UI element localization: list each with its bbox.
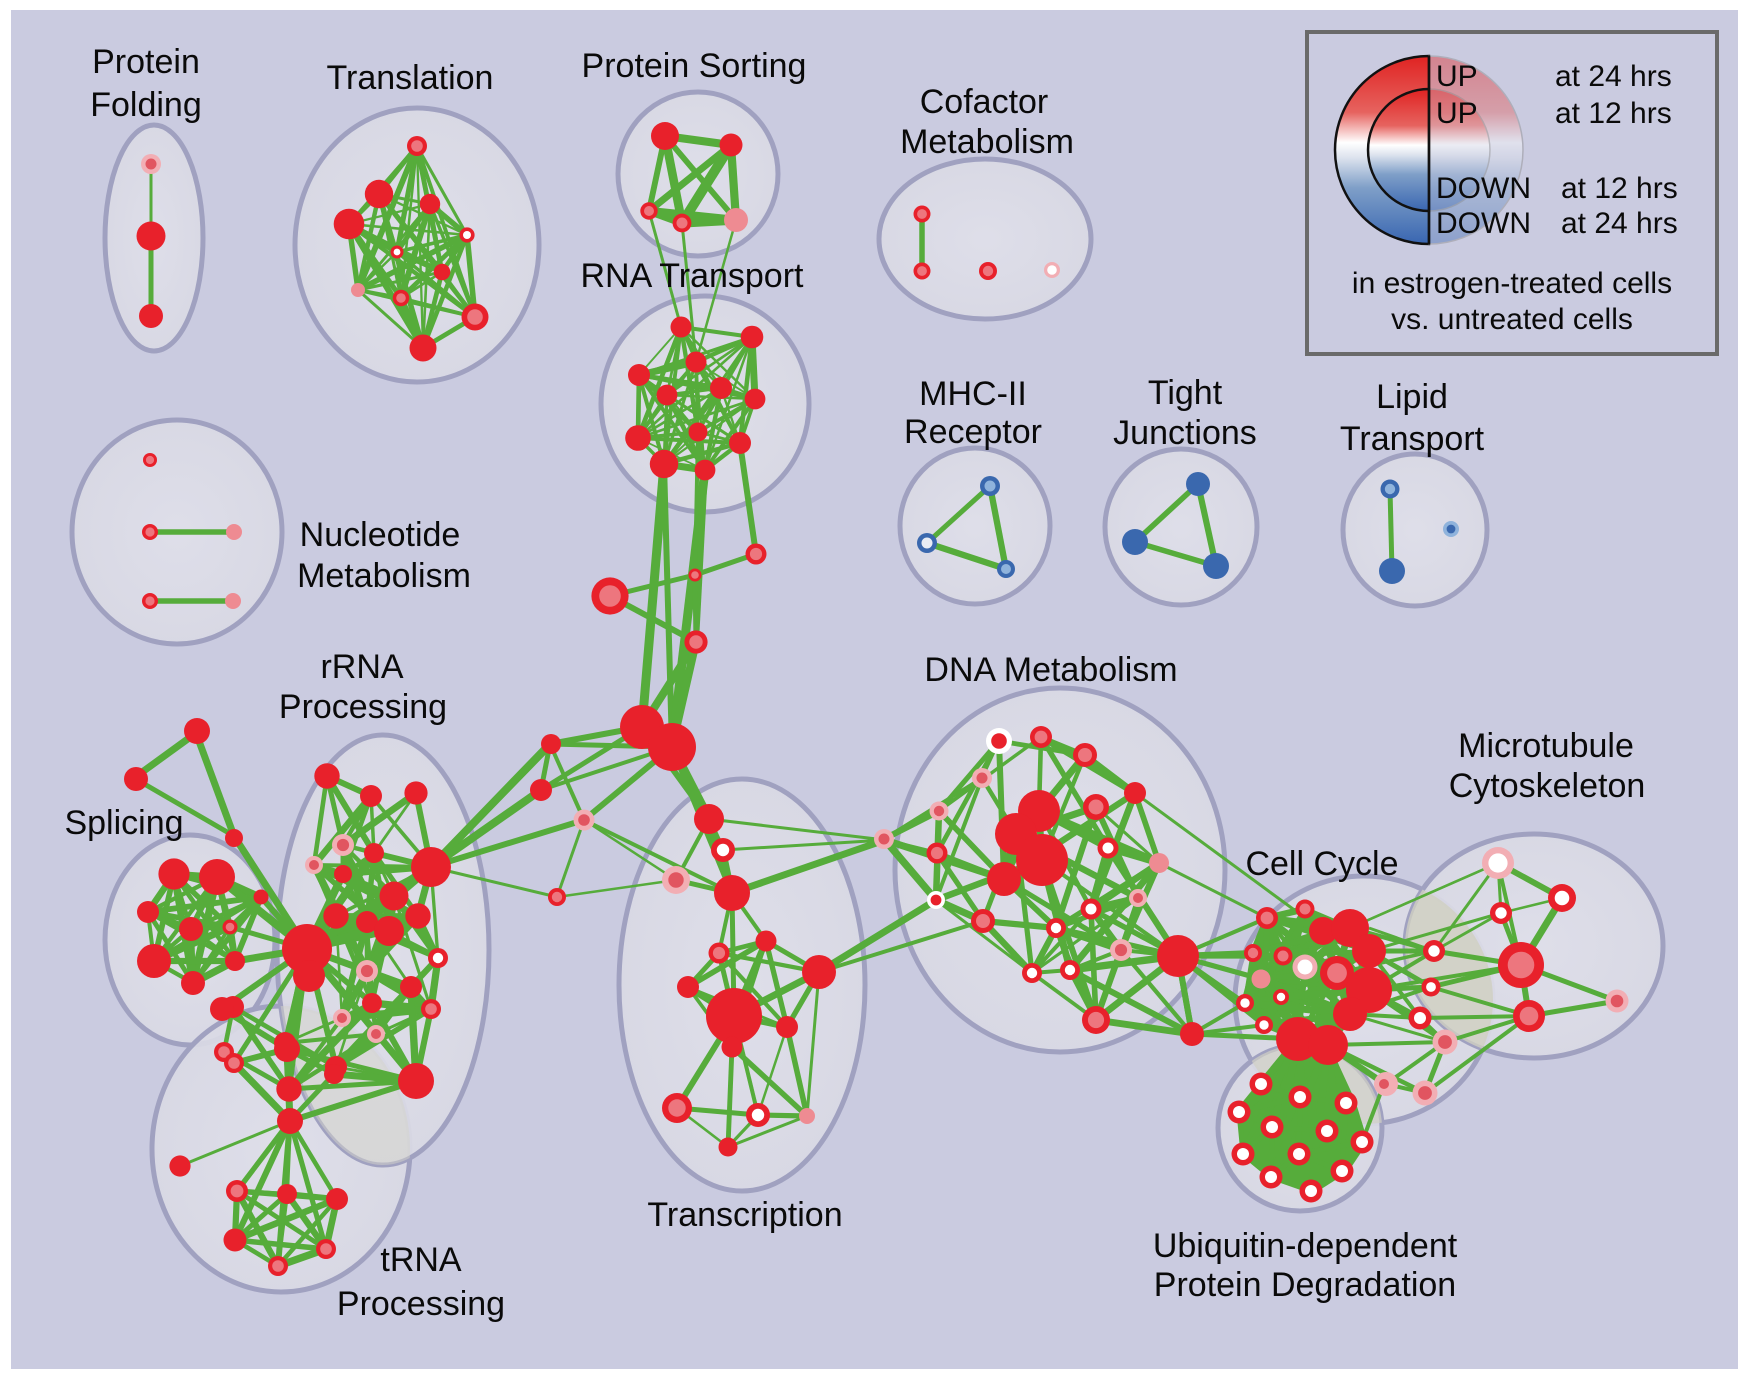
svg-text:at 24 hrs: at 24 hrs: [1555, 60, 1672, 93]
svg-text:tRNA: tRNA: [380, 1241, 462, 1279]
svg-text:UP: UP: [1436, 60, 1478, 93]
svg-text:DOWN: DOWN: [1436, 172, 1531, 205]
svg-text:Cytoskeleton: Cytoskeleton: [1449, 767, 1646, 805]
svg-text:at 12 hrs: at 12 hrs: [1561, 172, 1678, 205]
svg-text:Folding: Folding: [90, 86, 202, 124]
svg-text:at 12 hrs: at 12 hrs: [1555, 97, 1672, 130]
svg-text:Tight: Tight: [1148, 374, 1223, 412]
svg-text:at 24 hrs: at 24 hrs: [1561, 207, 1678, 240]
svg-text:Translation: Translation: [327, 59, 494, 97]
svg-text:Cofactor: Cofactor: [920, 83, 1049, 121]
svg-text:Protein Sorting: Protein Sorting: [582, 47, 807, 85]
svg-text:Transport: Transport: [1340, 420, 1485, 458]
svg-text:UP: UP: [1436, 97, 1478, 130]
svg-text:MHC-II: MHC-II: [919, 375, 1027, 413]
svg-text:Microtubule: Microtubule: [1458, 727, 1634, 765]
svg-text:Metabolism: Metabolism: [900, 123, 1074, 161]
svg-text:Lipid: Lipid: [1376, 378, 1448, 416]
svg-text:Ubiquitin-dependent: Ubiquitin-dependent: [1153, 1227, 1458, 1265]
svg-text:Protein Degradation: Protein Degradation: [1154, 1266, 1456, 1304]
svg-text:vs. untreated cells: vs. untreated cells: [1391, 303, 1633, 336]
svg-text:Junctions: Junctions: [1113, 414, 1257, 452]
svg-text:Protein: Protein: [92, 43, 200, 81]
svg-text:RNA Transport: RNA Transport: [581, 257, 805, 295]
svg-text:Cell Cycle: Cell Cycle: [1245, 845, 1398, 883]
svg-text:Splicing: Splicing: [64, 804, 183, 842]
svg-text:rRNA: rRNA: [320, 648, 403, 686]
svg-text:Receptor: Receptor: [904, 413, 1042, 451]
svg-text:DOWN: DOWN: [1436, 207, 1531, 240]
svg-text:in estrogen-treated cells: in estrogen-treated cells: [1352, 267, 1672, 300]
svg-text:DNA Metabolism: DNA Metabolism: [924, 651, 1177, 689]
svg-text:Transcription: Transcription: [647, 1196, 842, 1234]
svg-text:Metabolism: Metabolism: [297, 557, 471, 595]
svg-text:Nucleotide: Nucleotide: [300, 516, 461, 554]
svg-text:Processing: Processing: [279, 688, 447, 726]
svg-text:Processing: Processing: [337, 1285, 505, 1323]
